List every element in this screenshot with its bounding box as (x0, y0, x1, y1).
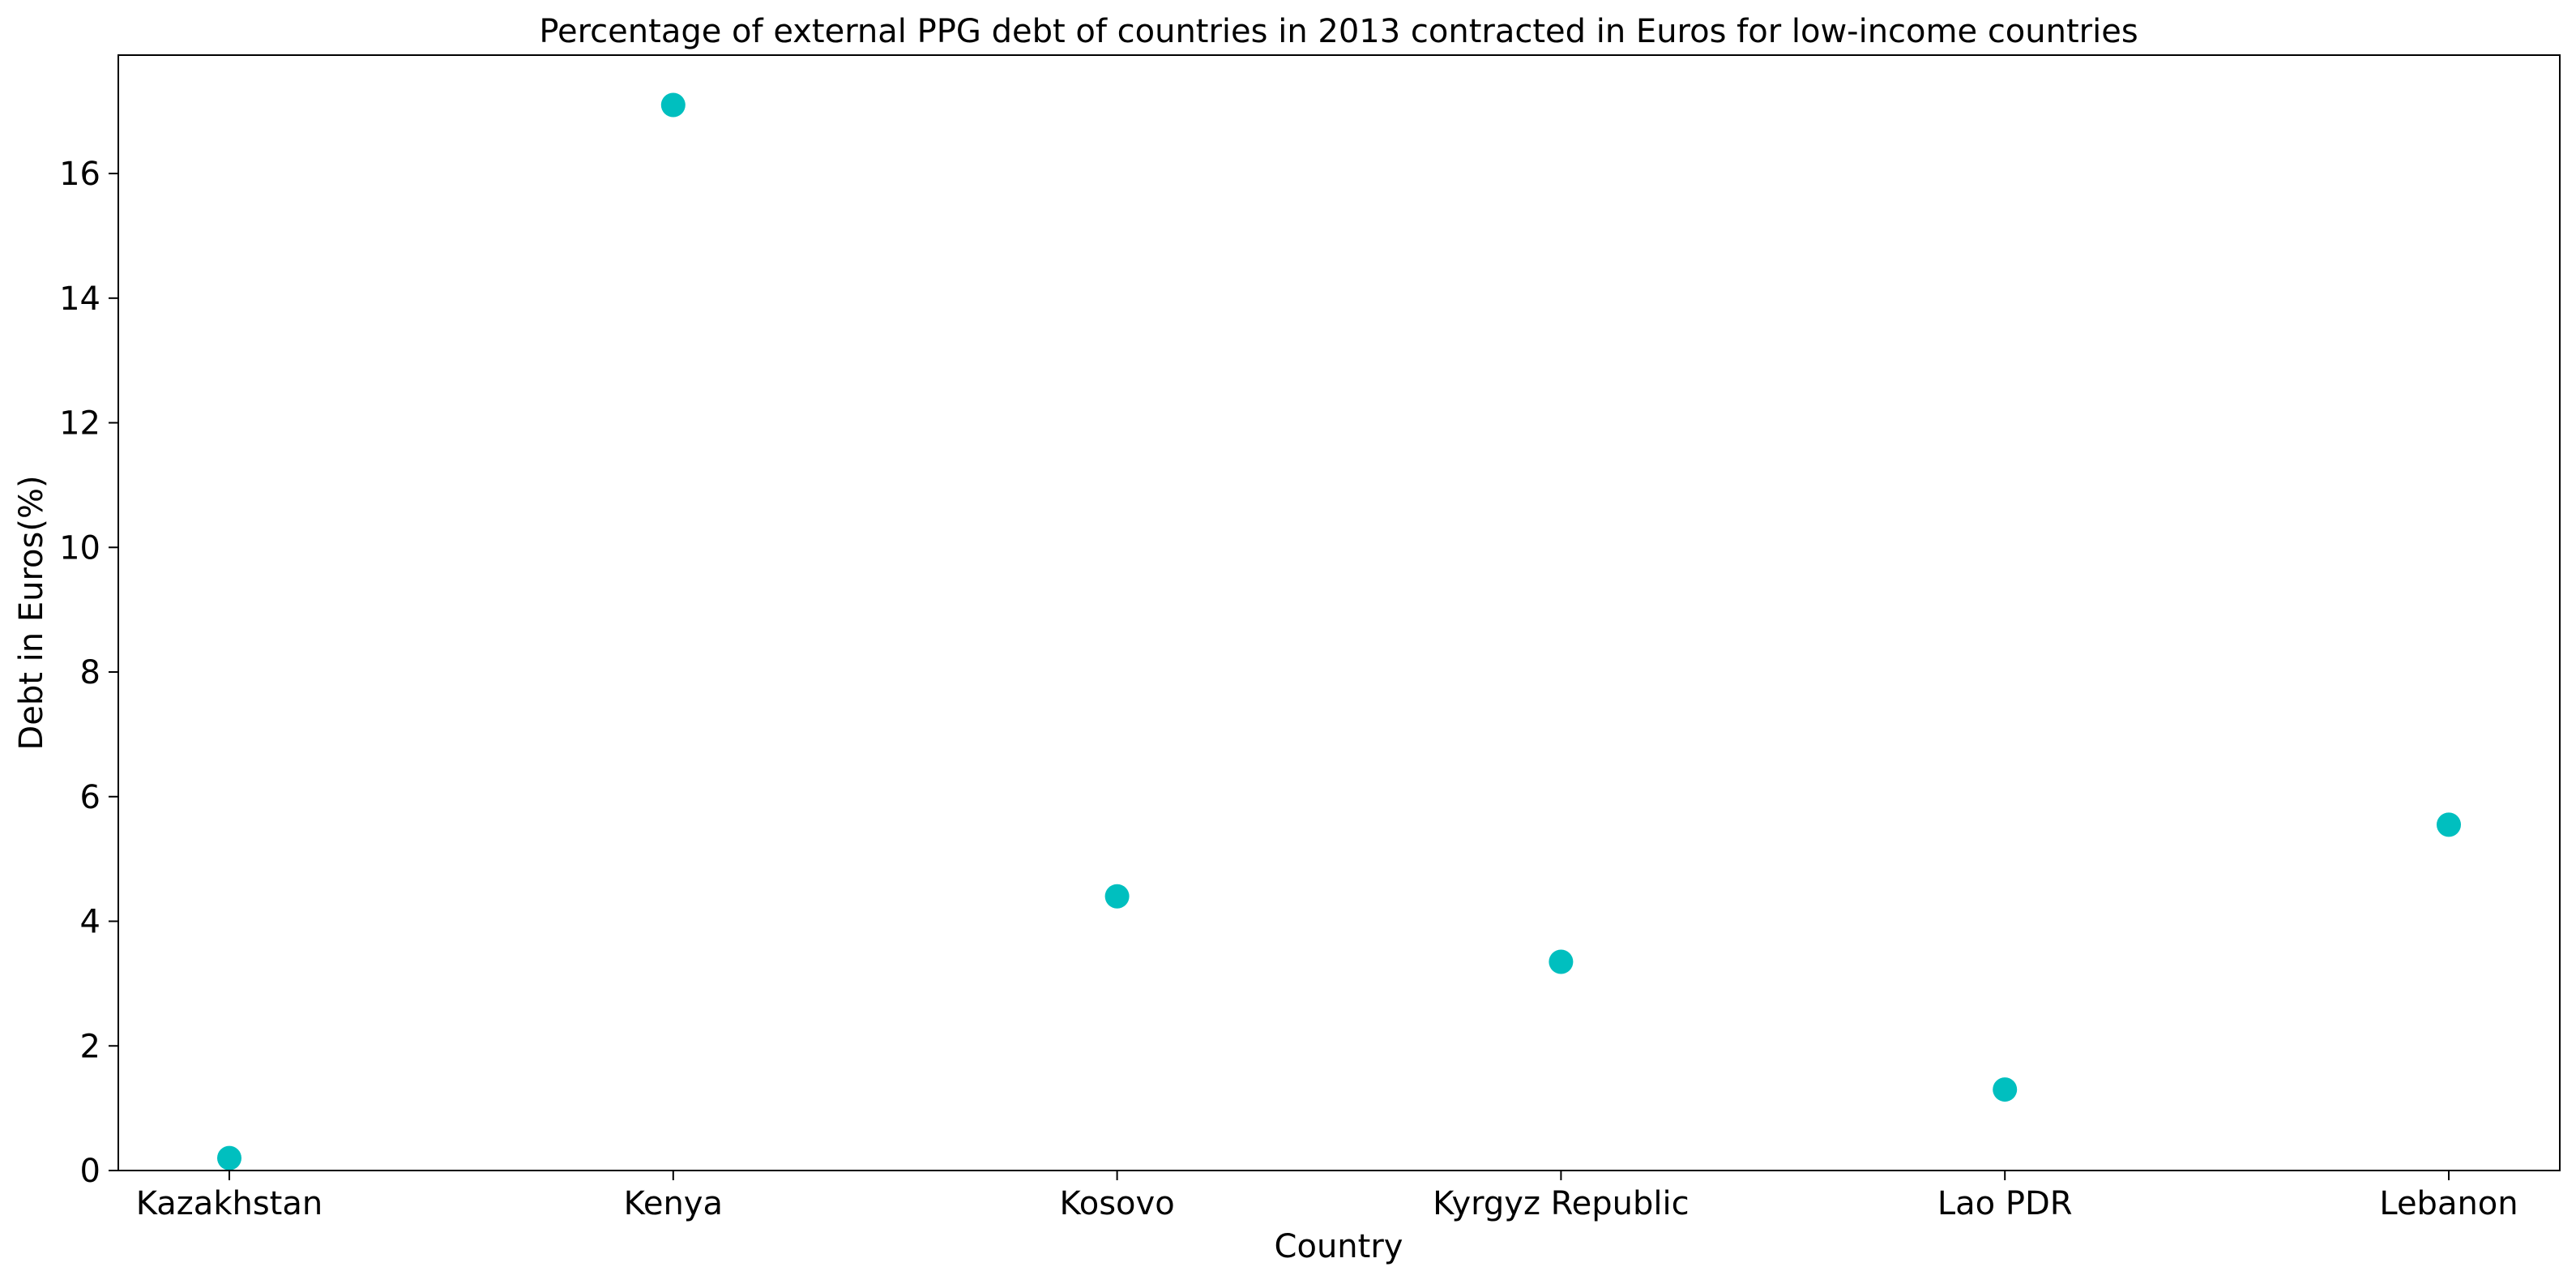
x-tick-label: Lao PDR (1937, 1185, 2073, 1222)
x-axis-label: Country (1275, 1228, 1403, 1265)
x-tick-label: Kosovo (1060, 1185, 1175, 1222)
plot-frame (117, 54, 2561, 1171)
y-tick-label: 12 (59, 405, 100, 443)
y-tick-label: 10 (59, 529, 100, 567)
y-tick-label: 14 (59, 280, 100, 318)
data-point (1104, 884, 1130, 909)
data-point (2437, 812, 2461, 837)
chart-title: Percentage of external PPG debt of count… (539, 13, 2138, 50)
y-axis-ticks: 0 2 4 6 8 10 12 14 16 (59, 156, 118, 1190)
y-tick-label: 6 (80, 779, 100, 816)
y-tick-label: 8 (80, 654, 100, 691)
data-point (1549, 949, 1574, 974)
y-tick-label: 0 (80, 1153, 100, 1190)
x-tick-label: Kazakhstan (136, 1185, 323, 1222)
x-tick-label: Kenya (624, 1185, 723, 1222)
y-tick-label: 2 (80, 1028, 100, 1065)
x-tick-label: Lebanon (2379, 1185, 2518, 1222)
data-point (217, 1145, 241, 1171)
data-point (1993, 1077, 2018, 1102)
y-tick-label: 16 (59, 156, 100, 193)
y-axis-label: Debt in Euros(%) (13, 475, 50, 750)
y-tick-label: 4 (80, 904, 100, 941)
x-tick-label: Kyrgyz Republic (1433, 1185, 1689, 1222)
data-point (660, 92, 686, 118)
data-points (217, 92, 2461, 1171)
x-axis-ticks: Kazakhstan Kenya Kosovo Kyrgyz Republic Lao … (136, 1171, 2518, 1222)
